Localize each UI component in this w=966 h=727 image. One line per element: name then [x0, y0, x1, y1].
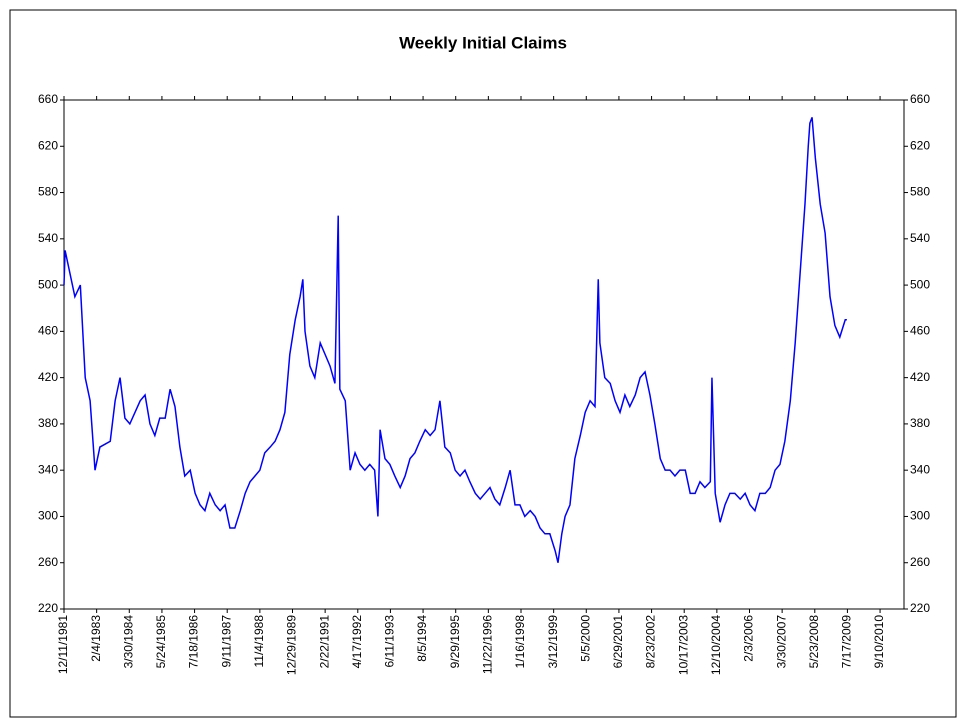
y-tick-label: 540	[38, 231, 58, 245]
y2-tick-label: 380	[910, 416, 930, 430]
x-tick-label: 3/30/1984	[121, 615, 135, 669]
x-tick-label: 5/23/2008	[807, 615, 821, 669]
x-tick-label: 12/11/1981	[56, 615, 70, 674]
x-tick-label: 2/3/2006	[742, 615, 756, 662]
y-tick-label: 380	[38, 416, 58, 430]
y2-tick-label: 420	[910, 370, 930, 384]
y2-tick-label: 460	[910, 324, 930, 338]
x-tick-label: 7/18/1986	[187, 615, 201, 669]
y-tick-label: 500	[38, 277, 58, 291]
x-tick-label: 1/16/1998	[513, 615, 527, 669]
y-tick-label: 340	[38, 462, 58, 476]
y2-tick-label: 500	[910, 277, 930, 291]
y-tick-label: 580	[38, 185, 58, 199]
y-tick-label: 420	[38, 370, 58, 384]
x-tick-label: 9/10/2010	[872, 615, 886, 669]
y2-tick-label: 580	[910, 185, 930, 199]
y-tick-label: 460	[38, 324, 58, 338]
x-tick-label: 8/23/2002	[644, 615, 658, 669]
y2-tick-label: 220	[910, 601, 930, 615]
x-tick-label: 5/24/1985	[154, 615, 168, 669]
y-tick-label: 260	[38, 555, 58, 569]
y-tick-label: 220	[38, 601, 58, 615]
x-tick-label: 2/22/1991	[317, 615, 331, 669]
x-tick-label: 8/5/1994	[415, 615, 429, 662]
x-tick-label: 11/22/1996	[481, 615, 495, 674]
y2-tick-label: 260	[910, 555, 930, 569]
x-tick-label: 9/11/1987	[219, 615, 233, 668]
y-tick-label: 660	[38, 92, 58, 106]
data-line	[63, 117, 847, 563]
chart-title: Weekly Initial Claims	[399, 33, 567, 52]
plot-area	[63, 99, 905, 610]
x-tick-label: 4/17/1992	[350, 615, 364, 669]
y2-tick-label: 660	[910, 92, 930, 106]
x-tick-label: 10/17/2003	[676, 615, 690, 675]
x-tick-label: 12/10/2004	[709, 615, 723, 675]
y2-tick-label: 340	[910, 462, 930, 476]
y-tick-label: 300	[38, 509, 58, 523]
y2-tick-label: 300	[910, 509, 930, 523]
x-tick-label: 3/12/1999	[546, 615, 560, 669]
x-tick-label: 11/4/1988	[252, 615, 266, 668]
x-tick-label: 6/29/2001	[611, 615, 625, 669]
x-tick-label: 7/17/2009	[840, 615, 854, 669]
x-tick-label: 5/5/2000	[578, 615, 592, 662]
y2-tick-label: 540	[910, 231, 930, 245]
x-tick-label: 6/11/1993	[383, 615, 397, 668]
x-tick-label: 9/29/1995	[448, 615, 462, 669]
x-tick-label: 3/30/2007	[774, 615, 788, 669]
x-tick-label: 2/4/1983	[89, 615, 103, 662]
y2-tick-label: 620	[910, 138, 930, 152]
y-tick-label: 620	[38, 138, 58, 152]
x-tick-label: 12/29/1989	[285, 615, 299, 675]
